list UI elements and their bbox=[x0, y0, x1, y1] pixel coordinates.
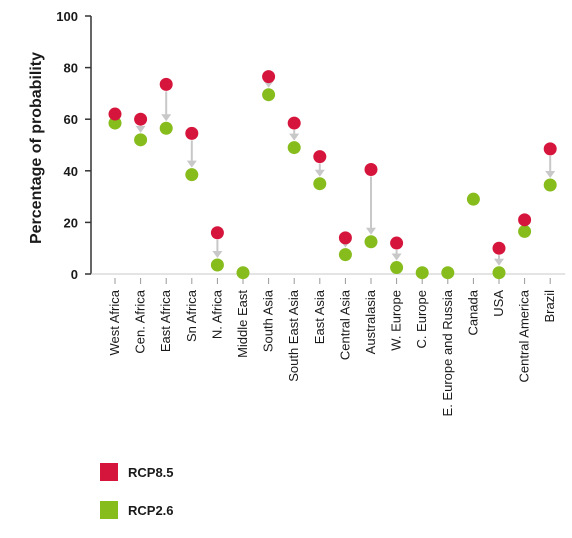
point-rcp85 bbox=[390, 236, 404, 250]
legend-item-rcp26: RCP2.6 bbox=[100, 500, 174, 520]
point-rcp26 bbox=[338, 248, 352, 262]
point-rcp26 bbox=[185, 168, 199, 182]
point-rcp85 bbox=[492, 241, 506, 255]
change-arrows bbox=[135, 80, 556, 266]
x-tick-label: C. Europe bbox=[414, 290, 429, 349]
y-tick-label: 0 bbox=[71, 267, 78, 282]
x-tick-label: Central America bbox=[517, 289, 532, 382]
legend-label-rcp85: RCP8.5 bbox=[128, 464, 174, 480]
point-rcp85 bbox=[313, 150, 327, 164]
point-rcp85 bbox=[518, 213, 532, 227]
point-rcp85 bbox=[185, 126, 199, 140]
x-tick-label: Brazil bbox=[542, 290, 557, 323]
point-rcp85 bbox=[108, 107, 122, 121]
x-tick-label: Middle East bbox=[235, 290, 250, 358]
x-tick-label: Australasia bbox=[363, 289, 378, 354]
change-arrow-head bbox=[289, 133, 300, 141]
point-rcp26 bbox=[441, 266, 455, 280]
point-rcp26 bbox=[364, 235, 378, 249]
point-rcp26 bbox=[134, 133, 148, 147]
axes: 0 20 40 60 80 100 bbox=[56, 9, 566, 284]
point-rcp85 bbox=[543, 142, 557, 156]
x-tick-label: West Africa bbox=[107, 289, 122, 355]
change-arrow-head bbox=[186, 160, 197, 168]
x-tick-labels: West Africa Cen. Africa East Africa Sn Afri… bbox=[107, 289, 557, 416]
y-tick-label: 80 bbox=[64, 61, 78, 76]
point-rcp26 bbox=[287, 141, 301, 155]
x-tick-label: East Asia bbox=[312, 289, 327, 344]
point-rcp85 bbox=[159, 77, 173, 91]
point-rcp26 bbox=[543, 178, 557, 192]
point-rcp26 bbox=[415, 266, 429, 280]
x-tick-label: South Asia bbox=[261, 289, 276, 352]
point-rcp26 bbox=[159, 121, 173, 135]
change-arrow-head bbox=[161, 114, 172, 122]
point-rcp85 bbox=[134, 112, 148, 126]
y-axis-label: Percentage of probability bbox=[28, 52, 45, 244]
change-arrow-head bbox=[391, 253, 402, 261]
point-rcp26 bbox=[390, 261, 404, 275]
change-arrow-head bbox=[135, 125, 146, 133]
x-tick-label: Canada bbox=[465, 289, 480, 335]
change-arrow-head bbox=[494, 258, 504, 266]
point-rcp26 bbox=[262, 88, 276, 102]
change-arrow-head bbox=[545, 170, 556, 178]
y-tick-label: 60 bbox=[64, 112, 78, 127]
x-tick-label: Central Asia bbox=[337, 289, 352, 360]
point-rcp85 bbox=[287, 116, 301, 130]
change-arrow-head bbox=[212, 250, 223, 258]
point-rcp26 bbox=[108, 116, 122, 130]
x-tick-label: E. Europe and Russia bbox=[440, 289, 455, 416]
x-tick-label: W. Europe bbox=[389, 290, 404, 351]
point-rcp85 bbox=[210, 226, 224, 240]
y-tick-label: 100 bbox=[56, 9, 78, 24]
legend-swatch-rcp85 bbox=[100, 463, 118, 481]
legend-label-rcp26: RCP2.6 bbox=[128, 502, 174, 518]
point-rcp26 bbox=[518, 224, 532, 238]
x-tick-label: Cen. Africa bbox=[133, 289, 148, 353]
change-arrow-head bbox=[314, 169, 325, 177]
point-rcp26 bbox=[236, 266, 250, 280]
x-tick-label: Sn Africa bbox=[184, 289, 199, 342]
point-rcp26 bbox=[210, 258, 224, 272]
legend-item-rcp85: RCP8.5 bbox=[100, 462, 174, 482]
x-tick-label: USA bbox=[491, 290, 506, 317]
x-tick-label: N. Africa bbox=[209, 289, 224, 339]
chart: Percentage of probability 0 20 40 60 80 100 W… bbox=[28, 9, 566, 416]
y-tick-label: 20 bbox=[64, 215, 78, 230]
point-rcp26 bbox=[313, 177, 327, 191]
legend-swatch-rcp26 bbox=[100, 501, 118, 519]
point-rcp85 bbox=[364, 163, 378, 177]
legend: RCP8.5 RCP2.6 bbox=[100, 462, 174, 538]
data-points bbox=[108, 70, 557, 280]
y-tick-label: 40 bbox=[64, 164, 78, 179]
point-rcp85 bbox=[262, 70, 276, 84]
change-arrow-head bbox=[366, 227, 376, 235]
point-rcp26 bbox=[466, 192, 480, 206]
x-tick-label: South East Asia bbox=[286, 289, 301, 382]
x-tick-label: East Africa bbox=[158, 289, 173, 352]
point-rcp26 bbox=[492, 266, 506, 280]
point-rcp85 bbox=[338, 231, 352, 245]
